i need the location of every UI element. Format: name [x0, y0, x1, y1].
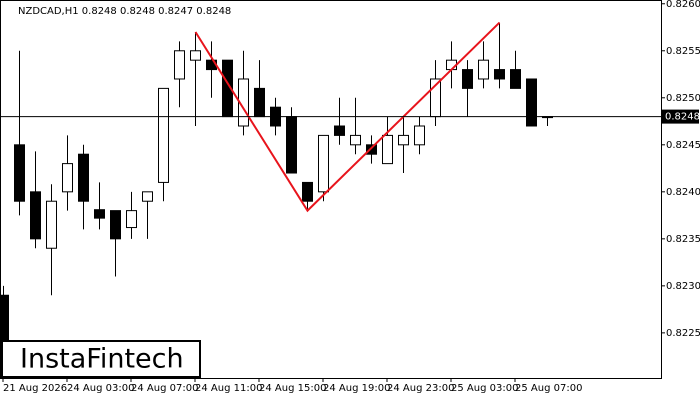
y-tick-label: 0.8230	[666, 281, 700, 292]
y-tick-label: 0.8255	[666, 46, 700, 57]
candle-body	[350, 134, 361, 146]
y-tick-label: 0.8245	[666, 140, 700, 151]
candle-body	[478, 59, 489, 80]
x-tick-label: 24 Aug 15:00	[259, 383, 326, 394]
candle-body	[110, 210, 121, 240]
candle-body	[302, 181, 313, 202]
pattern-line	[194, 21, 501, 213]
y-tick-label: 0.8250	[666, 93, 700, 104]
candle-body	[30, 191, 41, 240]
plot-area	[0, 21, 553, 378]
candle-body	[366, 144, 377, 155]
y-tick-label: 0.8260	[666, 0, 700, 10]
candle-body	[142, 191, 153, 202]
candle-body	[190, 50, 201, 61]
candle-body	[14, 144, 25, 202]
candle-body	[526, 78, 537, 127]
x-tick-label: 24 Aug 19:00	[323, 383, 390, 394]
candle-body	[414, 125, 425, 146]
candle-body	[62, 163, 73, 193]
candle-body	[462, 69, 473, 89]
candle-body	[510, 69, 521, 89]
candle-body	[334, 125, 345, 136]
candle-body	[78, 153, 89, 202]
watermark: InstaFintech	[20, 344, 184, 375]
candle-body	[286, 116, 297, 174]
price-label: 0.8248	[665, 112, 700, 123]
candle-body	[46, 200, 57, 249]
candle-body	[494, 69, 505, 80]
x-tick-label: 24 Aug 07:00	[131, 383, 198, 394]
price-label-box	[662, 109, 699, 124]
x-tick-label: 21 Aug 2026	[3, 383, 67, 394]
candle-body	[382, 134, 393, 165]
y-tick-label: 0.8240	[666, 187, 700, 198]
x-tick-label: 24 Aug 23:00	[387, 383, 454, 394]
candle-body	[318, 134, 329, 193]
candle-body	[126, 210, 137, 229]
candle-body	[94, 209, 105, 219]
chart-title: NZDCAD,H1 0.8248 0.8248 0.8247 0.8248	[18, 6, 231, 17]
y-tick-label: 0.8225	[666, 328, 700, 339]
candle-body	[398, 134, 409, 146]
x-tick-label: 25 Aug 03:00	[451, 383, 518, 394]
candle-body	[158, 87, 169, 183]
candle-body	[174, 50, 185, 80]
plot-frame	[0, 0, 662, 379]
candle-body	[238, 78, 249, 127]
x-tick-label: 25 Aug 07:00	[515, 383, 582, 394]
candle-body	[0, 294, 9, 378]
x-tick-label: 24 Aug 11:00	[195, 383, 262, 394]
y-tick-label: 0.8235	[666, 234, 700, 245]
x-tick-label: 24 Aug 03:00	[67, 383, 134, 394]
candle-body	[254, 87, 265, 118]
logo-box	[1, 340, 201, 378]
